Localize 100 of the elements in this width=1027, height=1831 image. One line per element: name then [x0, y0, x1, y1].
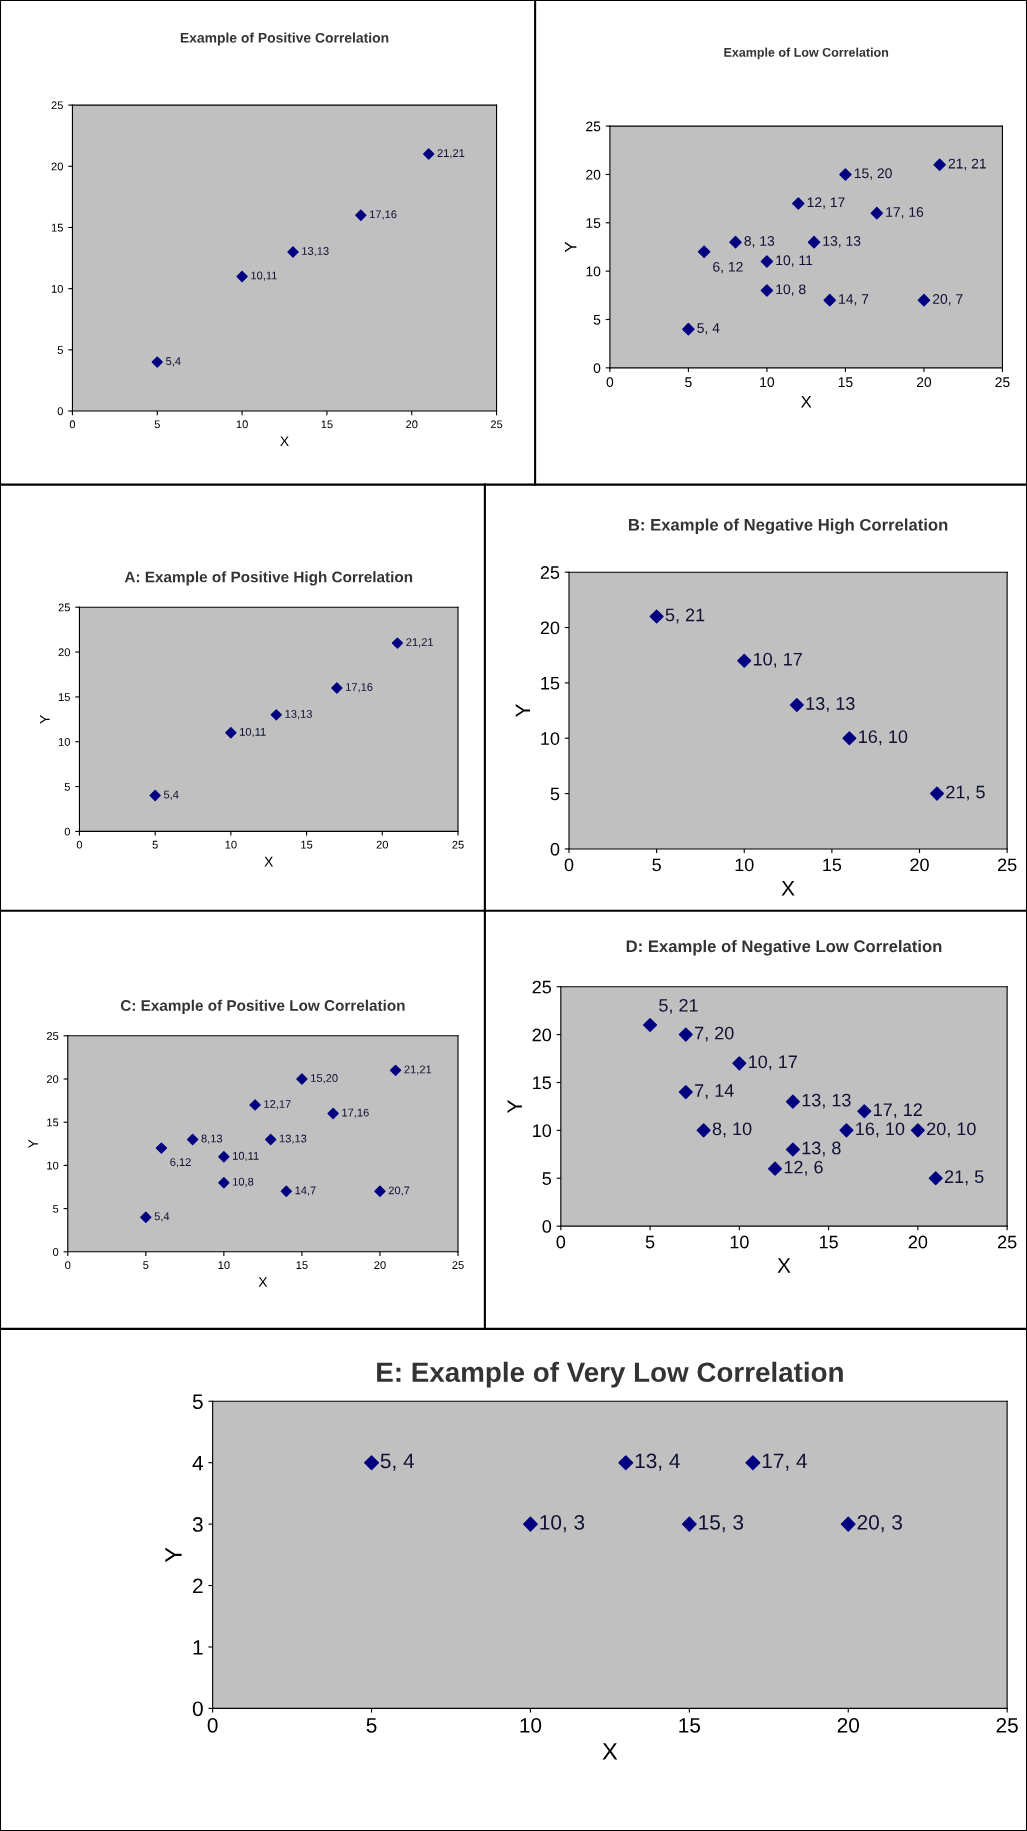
annotation: 7, 20: [695, 1026, 734, 1042]
point: [236, 270, 248, 283]
annotation: 21, 21: [948, 158, 986, 171]
x-tick-label: 15: [679, 1718, 701, 1733]
x-tick-label: 20: [837, 1717, 860, 1733]
x-tick-label: 10: [760, 377, 775, 388]
x-axis-title: X: [264, 856, 274, 867]
y-axis-title: Y: [564, 241, 577, 253]
x-tick-label: 15: [819, 1235, 838, 1249]
x-tick-label: 25: [995, 377, 1010, 388]
annotation: 5, 4: [380, 1453, 415, 1471]
point: [151, 356, 163, 368]
annotation: 13,13: [279, 1134, 307, 1144]
annotation: 17,16: [342, 1108, 369, 1118]
annotation: 13, 13: [802, 1093, 851, 1109]
point: [807, 235, 821, 249]
y-axis-title: Y: [507, 1099, 522, 1113]
point: [218, 1151, 230, 1163]
annotation: 20,7: [388, 1186, 410, 1196]
y-tick-label: 0: [192, 1701, 203, 1717]
y-tick-label: 20: [586, 169, 601, 180]
annotation: 10, 8: [776, 284, 806, 296]
point: [792, 197, 805, 210]
point: [265, 1133, 277, 1146]
x-tick-label: 0: [76, 840, 83, 849]
point: [789, 697, 804, 713]
y-tick-label: 25: [540, 566, 560, 579]
annotation: 13,13: [302, 247, 329, 257]
y-tick-label: 15: [58, 693, 70, 702]
x-tick-label: 25: [490, 420, 503, 429]
y-tick-label: 0: [593, 363, 601, 373]
chart-title: Example of Positive Correlation: [180, 32, 389, 46]
x-tick-label: 20: [908, 1235, 928, 1249]
y-tick-label: 5: [57, 346, 63, 354]
annotation: 10,11: [233, 1151, 259, 1162]
y-tick-label: 10: [541, 732, 560, 745]
y-axis-title: Y: [28, 1139, 38, 1149]
y-tick-label: 15: [533, 1076, 552, 1090]
point: [785, 1142, 800, 1157]
annotation: 10, 3: [540, 1514, 585, 1533]
point: [678, 1027, 693, 1042]
point: [355, 209, 367, 221]
point: [389, 1064, 402, 1077]
annotation: 5, 21: [659, 998, 698, 1014]
annotation: 5, 4: [697, 323, 720, 335]
point: [839, 1123, 854, 1138]
y-axis-title: Y: [40, 715, 50, 724]
x-tick-label: 10: [735, 858, 754, 872]
y-tick-label: 10: [586, 266, 601, 277]
y-tick-label: 1: [193, 1640, 203, 1655]
y-axis-title: Y: [515, 704, 531, 718]
point: [287, 246, 299, 258]
y-tick-label: 5: [593, 314, 601, 325]
x-tick-label: 10: [218, 1261, 230, 1269]
point: [732, 1056, 747, 1071]
y-tick-label: 15: [541, 677, 560, 690]
x-tick-label: 10: [236, 420, 248, 429]
chart-title: Example of Low Correlation: [724, 47, 889, 60]
y-tick-label: 20: [46, 1075, 59, 1084]
x-tick-label: 5: [652, 858, 661, 872]
point: [917, 293, 931, 307]
annotation: 21,21: [437, 149, 465, 159]
annotation: 10,11: [240, 727, 266, 738]
x-axis-title: X: [781, 881, 795, 896]
x-tick-label: 5: [143, 1261, 149, 1269]
y-tick-label: 10: [51, 284, 63, 293]
point: [682, 322, 695, 336]
annotation: 14,7: [295, 1186, 316, 1196]
point: [249, 1099, 261, 1111]
y-tick-label: 3: [192, 1517, 203, 1532]
annotation: 15, 3: [699, 1514, 744, 1533]
annotation: 15,20: [311, 1074, 338, 1084]
annotation: 17,16: [346, 683, 373, 693]
annotation: 12, 6: [784, 1160, 823, 1176]
point: [678, 1085, 693, 1100]
y-tick-label: 0: [64, 827, 70, 836]
point: [933, 158, 946, 172]
y-tick-label: 25: [586, 121, 601, 132]
x-tick-label: 5: [685, 377, 692, 388]
y-tick-label: 5: [53, 1204, 59, 1213]
x-tick-label: 15: [296, 1261, 308, 1269]
point: [823, 293, 836, 307]
chart-title: E: Example of Very Low Correlation: [377, 1361, 843, 1388]
y-tick-label: 25: [46, 1032, 59, 1040]
annotation: 6, 12: [713, 261, 743, 274]
annotation: 20, 3: [857, 1514, 902, 1533]
x-tick-label: 10: [225, 840, 237, 849]
x-tick-label: 0: [564, 858, 574, 872]
annotation: 5,4: [154, 1212, 170, 1222]
y-tick-label: 5: [550, 787, 560, 801]
annotation: 5, 21: [665, 608, 705, 624]
point: [374, 1185, 386, 1197]
annotation: 5,4: [163, 790, 179, 800]
y-tick-label: 5: [192, 1394, 203, 1410]
annotation: 17, 12: [874, 1103, 922, 1119]
y-tick-label: 15: [586, 218, 601, 228]
point: [423, 148, 435, 160]
point: [910, 1123, 925, 1138]
y-tick-label: 10: [47, 1161, 59, 1170]
annotation: 16, 10: [859, 730, 908, 746]
